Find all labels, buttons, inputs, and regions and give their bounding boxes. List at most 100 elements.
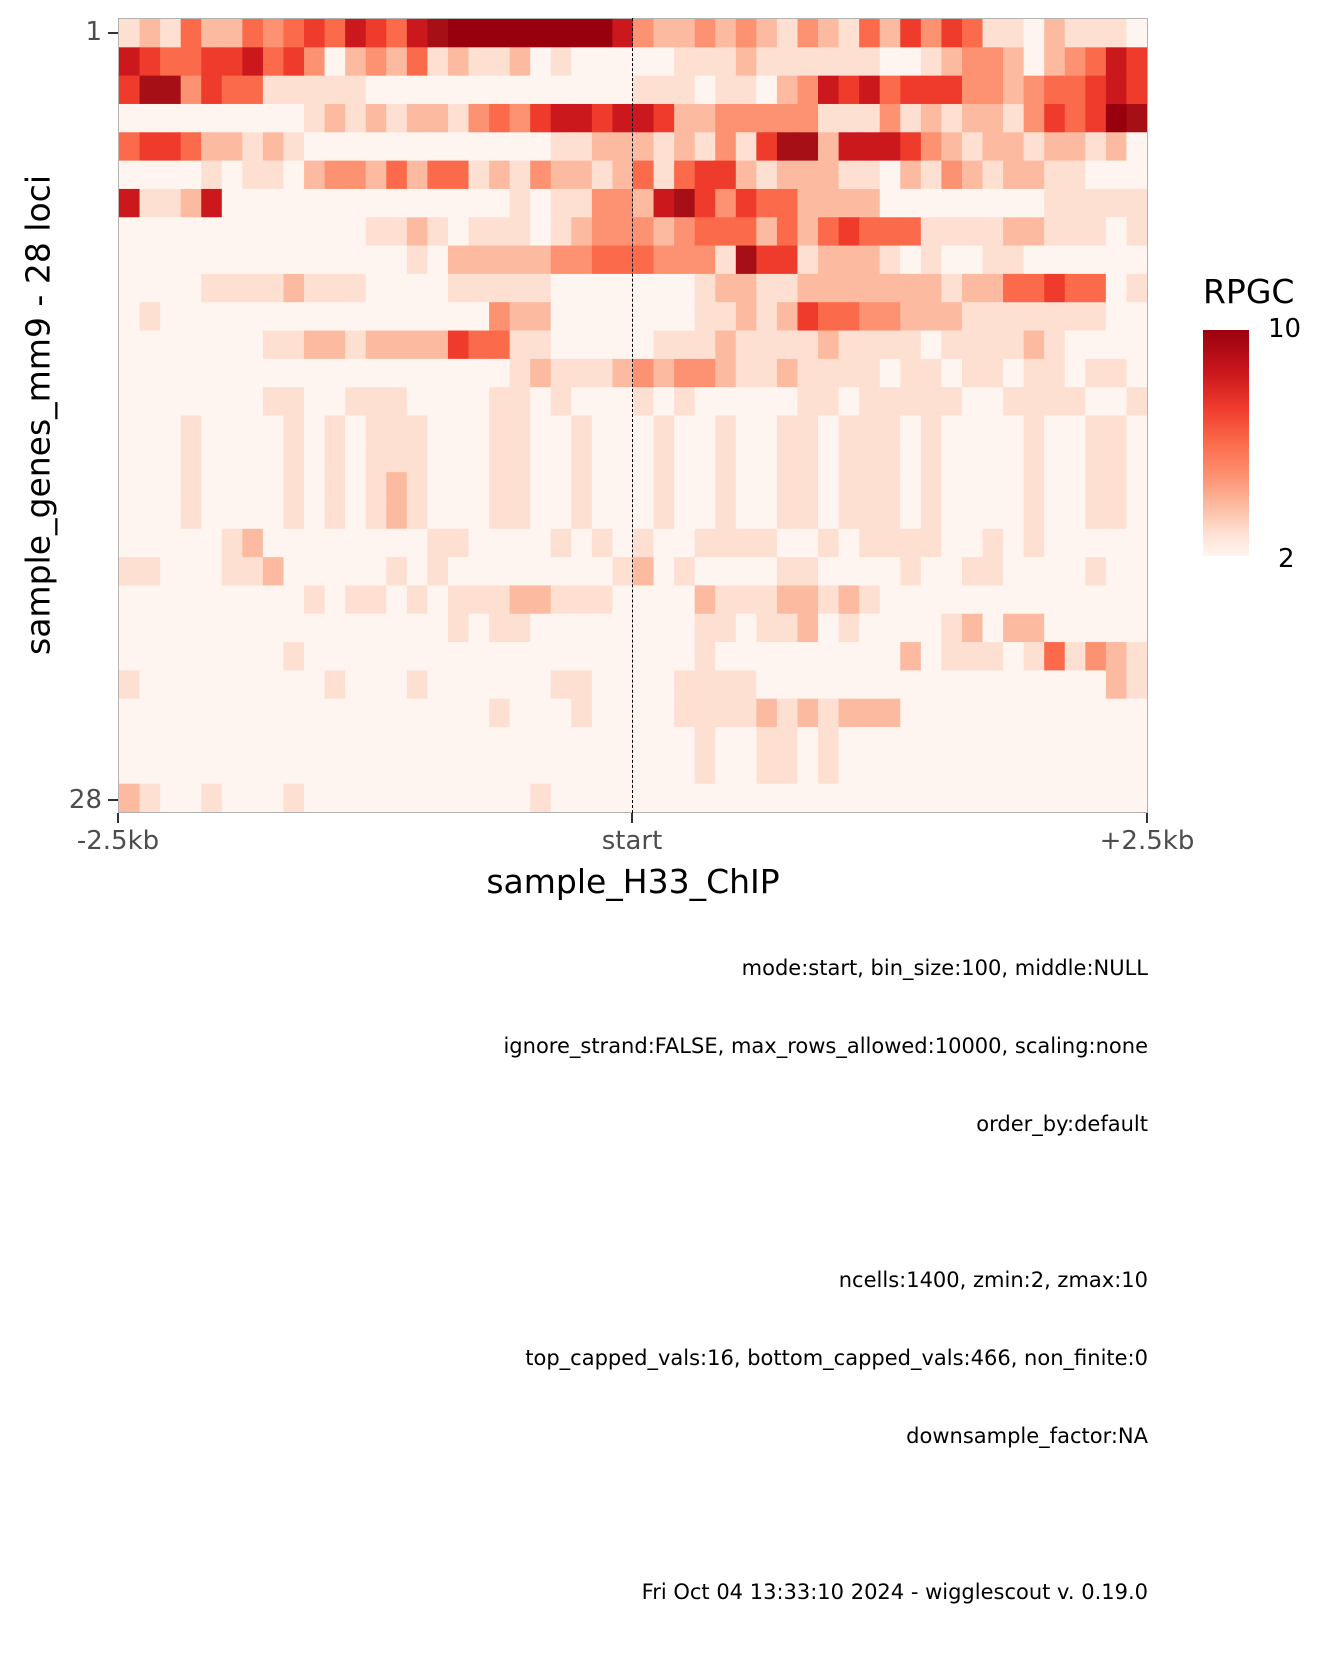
heatmap-cell [735, 642, 757, 671]
heatmap-cell [694, 103, 716, 133]
heatmap-cell [941, 302, 963, 332]
heatmap-cell [735, 500, 757, 530]
heatmap-cell [633, 217, 655, 247]
heatmap-cell [879, 585, 901, 615]
heatmap-cell [1003, 75, 1025, 105]
heatmap-cell [900, 783, 922, 812]
heatmap-cell [1126, 103, 1147, 133]
heatmap-cell [160, 330, 182, 360]
heatmap-cell [406, 585, 428, 615]
heatmap-cell [283, 670, 305, 700]
heatmap-cell [365, 330, 387, 360]
heatmap-cell [1064, 245, 1086, 275]
heatmap-cell [1064, 132, 1086, 162]
heatmap-cell [468, 670, 490, 700]
heatmap-cell [283, 642, 305, 671]
heatmap-cell [674, 19, 696, 48]
heatmap-cell [900, 75, 922, 105]
heatmap-cell [406, 472, 428, 502]
heatmap-cell [262, 302, 285, 332]
heatmap-cell [119, 217, 141, 247]
heatmap-cell [633, 188, 655, 218]
heatmap-cell [694, 245, 716, 275]
heatmap-cell [571, 670, 593, 700]
heatmap-cell [262, 755, 285, 785]
heatmap-cell [160, 75, 182, 105]
heatmap-cell [406, 755, 428, 785]
heatmap-cell [160, 415, 182, 445]
heatmap-cell [283, 755, 305, 785]
heatmap-cell [345, 443, 367, 473]
heatmap-cell [735, 273, 757, 303]
heatmap-cell [633, 755, 655, 785]
heatmap-cell [900, 160, 922, 190]
heatmap-cell [879, 472, 901, 502]
heatmap-cell [797, 19, 819, 48]
heatmap-cell [242, 755, 264, 785]
heatmap-cell [674, 75, 696, 105]
heatmap-cell [221, 698, 243, 728]
heatmap-cell [633, 783, 655, 812]
heatmap-cell [1105, 528, 1128, 558]
heatmap-cell [489, 670, 511, 700]
heatmap-cell [1064, 642, 1086, 671]
heatmap-cell [180, 528, 202, 558]
heatmap-cell [550, 19, 572, 48]
heatmap-cell [530, 132, 552, 162]
heatmap-cell [365, 188, 387, 218]
heatmap-cell [776, 783, 799, 812]
heatmap-cell [1044, 472, 1066, 502]
heatmap-cell [1023, 273, 1045, 303]
heatmap-cell [941, 670, 963, 700]
heatmap-cell [653, 302, 675, 332]
heatmap-cell [283, 75, 305, 105]
heatmap-cell [633, 19, 655, 48]
heatmap-cell [961, 245, 984, 275]
heatmap-cell [262, 727, 285, 756]
heatmap-cell [221, 528, 243, 558]
heatmap-cell [489, 188, 511, 218]
heatmap-cell [653, 557, 675, 587]
heatmap-cell [838, 330, 860, 360]
heatmap-cell [674, 273, 696, 303]
heatmap-cell [427, 783, 449, 812]
heatmap-cell [571, 415, 593, 445]
heatmap-cell [756, 783, 778, 812]
heatmap-cell [797, 330, 819, 360]
heatmap-cell [859, 557, 881, 587]
heatmap-cell [818, 727, 840, 756]
heatmap-cell [119, 613, 141, 643]
heatmap-cell [694, 160, 716, 190]
heatmap-cell [509, 358, 531, 388]
heatmap-cell [571, 132, 593, 162]
heatmap-cell [818, 160, 840, 190]
heatmap-cell [653, 19, 675, 48]
heatmap-cell [735, 47, 757, 77]
heatmap-cell [201, 103, 223, 133]
heatmap-cell [1064, 415, 1086, 445]
heatmap-cell [509, 132, 531, 162]
heatmap-cell [879, 670, 901, 700]
heatmap-cell [139, 670, 161, 700]
heatmap-cell [283, 19, 305, 48]
heatmap-cell [859, 670, 881, 700]
heatmap-cell [386, 273, 408, 303]
heatmap-cell [735, 160, 757, 190]
heatmap-cell [920, 302, 942, 332]
heatmap-cell [1064, 698, 1086, 728]
heatmap-cell [1085, 245, 1107, 275]
heatmap-cell [489, 783, 511, 812]
heatmap-cell [489, 132, 511, 162]
heatmap-cell [612, 330, 634, 360]
heatmap-cell [530, 188, 552, 218]
heatmap-cell [776, 557, 799, 587]
heatmap-cell [838, 500, 860, 530]
heatmap-cell [221, 670, 243, 700]
heatmap-cell [468, 698, 490, 728]
heatmap-cell [879, 19, 901, 48]
heatmap-cell [1023, 500, 1045, 530]
heatmap-cell [1044, 358, 1066, 388]
heatmap-cell [941, 783, 963, 812]
heatmap-cell [221, 500, 243, 530]
heatmap-cell [715, 302, 737, 332]
